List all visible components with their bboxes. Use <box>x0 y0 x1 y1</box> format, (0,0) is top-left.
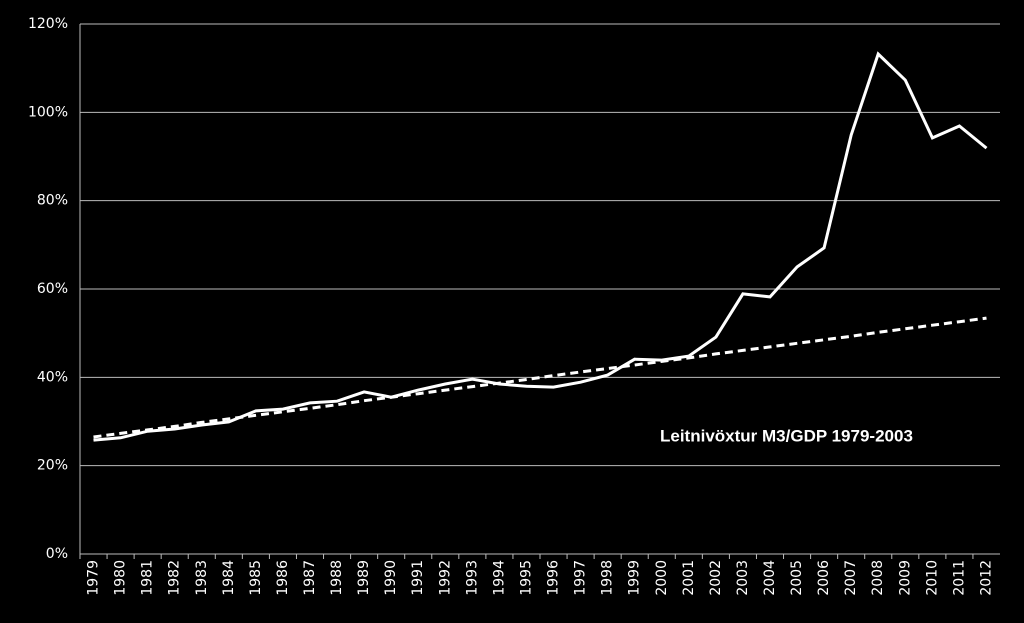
x-tick-label: 2006 <box>816 560 832 596</box>
x-tick-label: 2002 <box>708 560 724 596</box>
x-tick-label: 1987 <box>302 560 318 596</box>
x-tick-label: 1982 <box>167 560 183 596</box>
x-tick-label: 1985 <box>248 560 264 596</box>
y-tick-label: 120% <box>28 16 68 32</box>
x-tick-label: 1996 <box>546 560 562 596</box>
y-tick-label: 100% <box>28 104 68 120</box>
x-tick-label: 2008 <box>870 560 886 596</box>
x-tick-label: 2004 <box>762 560 778 596</box>
x-tick-label: 1997 <box>573 560 589 596</box>
x-tick-label: 2007 <box>843 560 859 596</box>
x-tick-label: 1980 <box>113 560 129 596</box>
x-tick-label: 2005 <box>789 560 805 596</box>
x-tick-label: 1991 <box>410 560 426 596</box>
x-tick-label: 1983 <box>194 560 210 596</box>
x-tick-label: 2010 <box>924 560 940 596</box>
data-line <box>93 316 987 439</box>
x-tick-label: 1988 <box>329 560 345 596</box>
y-tick-label: 0% <box>46 546 68 562</box>
x-tick-label: 2003 <box>735 560 751 596</box>
x-tick-label: 1999 <box>627 560 643 596</box>
x-tick-label: 1986 <box>275 560 291 596</box>
annotation: Leitnivöxtur M3/GDP 1979-2003 <box>660 426 913 445</box>
y-tick-label: 60% <box>37 281 68 297</box>
x-tick-label: 2000 <box>654 560 670 596</box>
x-tick-label: 1998 <box>600 560 616 596</box>
x-tick-label: 1994 <box>491 560 507 596</box>
x-tick-label: 2012 <box>978 560 994 596</box>
x-tick-label: 1992 <box>437 560 453 596</box>
x-tick-label: 1993 <box>464 560 480 596</box>
x-tick-label: 1989 <box>356 560 372 596</box>
x-tick-label: 1984 <box>221 560 237 596</box>
x-tick-label: 1981 <box>140 560 156 596</box>
x-tick-label: 1995 <box>518 560 534 596</box>
x-tick-label: 2001 <box>681 560 697 596</box>
x-tick-label: 2011 <box>951 560 967 596</box>
x-tick-label: 1990 <box>383 560 399 596</box>
y-tick-label: 40% <box>37 369 68 385</box>
x-tick-label: 2009 <box>897 560 913 596</box>
y-tick-label: 20% <box>37 458 68 474</box>
y-tick-label: 80% <box>37 193 68 209</box>
x-tick-label: 1979 <box>86 560 102 596</box>
